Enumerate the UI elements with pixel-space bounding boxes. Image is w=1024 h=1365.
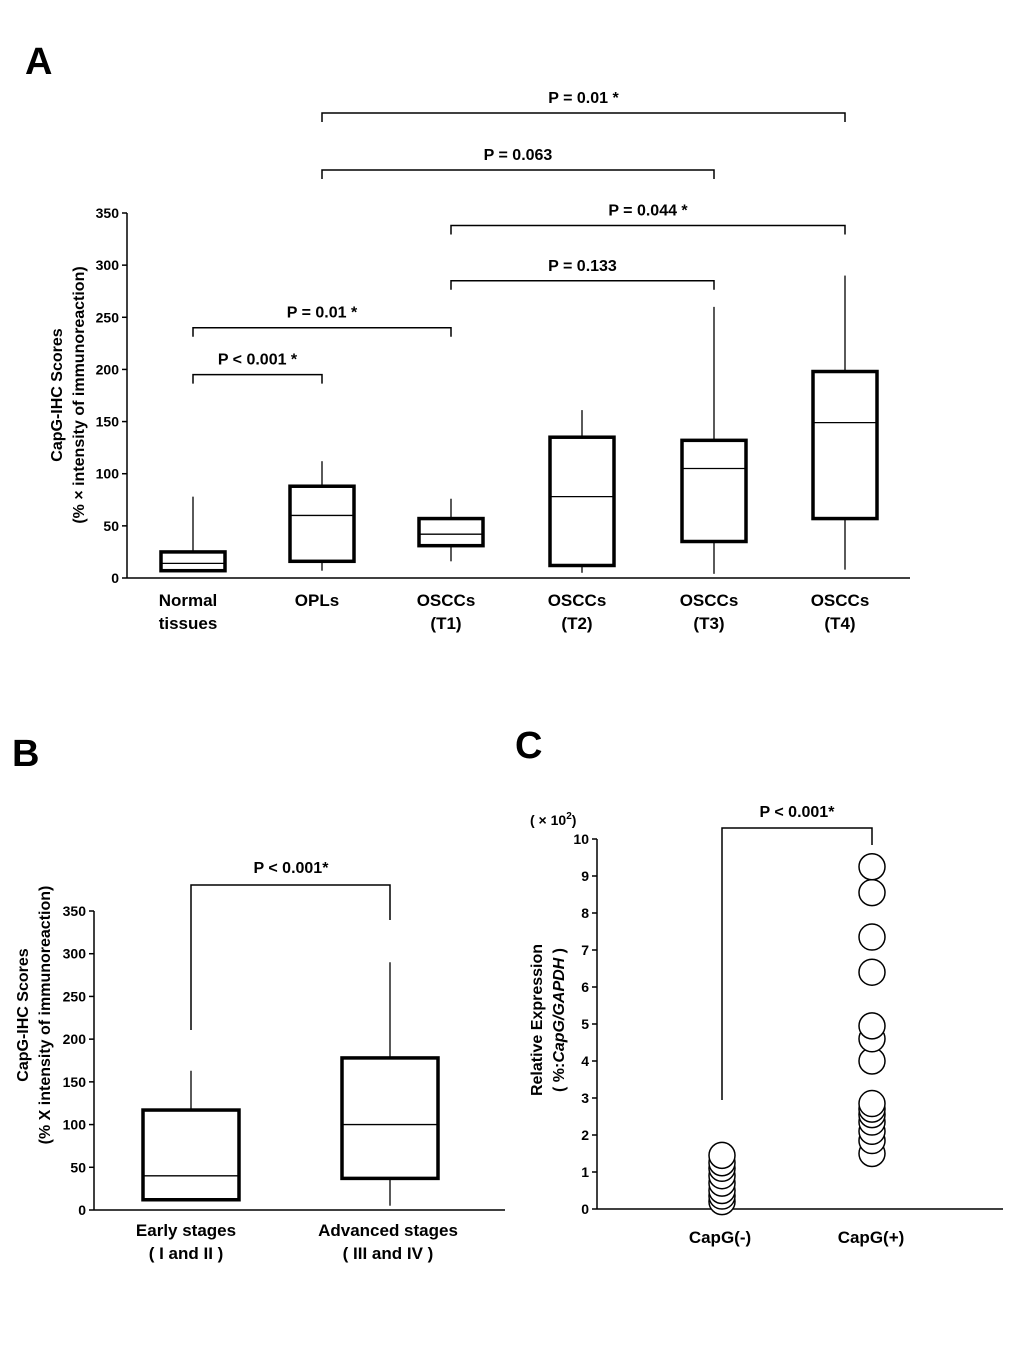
panel-c-ylabel-line2: ( %:CapG/GAPDH ) <box>551 948 568 1092</box>
panel-a-comparison-line <box>192 326 452 337</box>
panel-c-ylabel-line1: Relative Expression <box>529 944 546 1096</box>
panel-b-box <box>340 1056 440 1181</box>
panel-c-data-point <box>858 958 886 986</box>
panel-b-y-tick-label: 150 <box>63 1074 87 1090</box>
panel-b-y-tick-label: 100 <box>63 1117 87 1133</box>
panel-a-category-label: OSCCs <box>548 591 607 610</box>
panel-a-category-label: OSCCs <box>811 591 870 610</box>
panel-a-y-tick-label: 200 <box>96 361 120 377</box>
panel-b-boxplot: CapG-IHC Scores (% X intensity of immuno… <box>15 860 505 1263</box>
panel-a-box <box>417 516 485 548</box>
panel-c-y-tick-label: 7 <box>581 942 589 958</box>
panel-a-comparison-label: P = 0.01 * <box>548 90 619 107</box>
panel-b-category-label: Early stages <box>136 1221 236 1240</box>
panel-a-box <box>159 550 227 573</box>
panel-a-category-label: (T3) <box>693 614 724 633</box>
panel-b-y-tick-label: 50 <box>70 1159 86 1175</box>
panel-b-y-tick-label: 250 <box>63 988 87 1004</box>
panel-b-box <box>141 1108 241 1202</box>
panel-c-data-point <box>858 1012 886 1040</box>
panel-c-y-tick-label: 4 <box>581 1053 589 1069</box>
panel-b-y-axis-label: CapG-IHC Scores (% X intensity of immuno… <box>15 886 54 1145</box>
panel-b-letter: B <box>12 733 39 775</box>
panel-a-box <box>811 369 879 521</box>
panel-a-y-tick-label: 150 <box>96 414 120 430</box>
panel-a-boxplot: CapG-IHC Scores (% × intensity of immuno… <box>49 90 910 633</box>
panel-a-ylabel-line1: CapG-IHC Scores <box>49 328 66 461</box>
panel-a-y-axis-label: CapG-IHC Scores (% × intensity of immuno… <box>49 266 88 523</box>
panel-b-category-label: Advanced stages <box>318 1221 458 1240</box>
panel-c-category-label: CapG(+) <box>838 1228 905 1247</box>
panel-c-comparison-line <box>721 827 873 1100</box>
panel-c-y-tick-label: 3 <box>581 1090 589 1106</box>
panel-a-comparison-label: P = 0.133 <box>548 258 617 275</box>
panel-b-ylabel-line1: CapG-IHC Scores <box>15 948 32 1081</box>
panel-c-y-tick-label: 5 <box>581 1016 589 1032</box>
panel-c-y-tick-label: 6 <box>581 979 589 995</box>
panel-a-comparison-label: P < 0.001 * <box>218 352 298 369</box>
panel-c-data-point <box>858 853 886 881</box>
panel-c-y-tick-label: 8 <box>581 905 589 921</box>
panel-c-data-point <box>858 1089 886 1118</box>
panel-a-y-tick-label: 300 <box>96 257 120 273</box>
panel-a-ylabel-line2: (% × intensity of immunoreaction) <box>71 266 88 523</box>
panel-c-y-axis-label: Relative Expression ( %:CapG/GAPDH ) <box>529 944 568 1096</box>
panel-a-comparison-line <box>321 112 846 122</box>
panel-c-y-tick-label: 0 <box>581 1201 589 1217</box>
panel-c-data-point <box>708 1141 736 1170</box>
panel-a-box <box>680 438 748 544</box>
panel-a-comparison-label: P = 0.063 <box>484 147 553 164</box>
panel-b-category-label: ( I and II ) <box>149 1244 224 1263</box>
panel-b-comparison-label: P < 0.001* <box>254 860 330 877</box>
panel-b-y-tick-label: 200 <box>63 1031 87 1047</box>
panel-a-category-label: OSCCs <box>417 591 476 610</box>
panel-c-y-tick-label: 10 <box>573 831 589 847</box>
panel-c-data-point <box>858 878 886 907</box>
panel-a-category-label: Normal <box>159 591 218 610</box>
panel-c-multiplier: ( × 102) <box>530 811 576 828</box>
panel-a-category-label: (T2) <box>561 614 592 633</box>
panel-c-y-tick-label: 1 <box>581 1164 589 1180</box>
panel-b-y-tick-label: 300 <box>63 946 87 962</box>
panel-a-box <box>548 435 616 568</box>
panel-c-scatter: ( × 102) Relative Expression ( %:CapG/GA… <box>529 804 1003 1247</box>
panel-b-ylabel-line2: (% X intensity of immunoreaction) <box>37 886 54 1145</box>
panel-a-category-label: OSCCs <box>680 591 739 610</box>
panel-a-comparison-line <box>450 224 846 235</box>
panel-c-y-tick-label: 2 <box>581 1127 589 1143</box>
panel-b-y-tick-label: 0 <box>78 1202 86 1218</box>
panel-a-y-tick-label: 100 <box>96 466 120 482</box>
panel-c-y-tick-label: 9 <box>581 868 589 884</box>
panel-a-comparison-line <box>450 280 715 290</box>
panel-a-box <box>288 484 356 564</box>
panel-a-y-tick-label: 350 <box>96 205 120 221</box>
panel-b-comparison-line <box>190 884 391 1030</box>
panel-a-category-label: tissues <box>159 614 218 633</box>
panel-a-category-label: (T1) <box>430 614 461 633</box>
panel-a-comparison-line <box>192 373 323 384</box>
panel-a-letter: A <box>25 41 52 83</box>
panel-b-category-label: ( III and IV ) <box>343 1244 434 1263</box>
panel-a-y-tick-label: 0 <box>111 570 119 586</box>
panel-a-category-label: OPLs <box>295 591 339 610</box>
panel-c-category-label: CapG(-) <box>689 1228 751 1247</box>
panel-a-comparison-label: P = 0.044 * <box>608 203 688 220</box>
panel-a-comparison-label: P = 0.01 * <box>287 305 358 322</box>
panel-a-y-tick-label: 250 <box>96 309 120 325</box>
panel-c-letter: C <box>515 725 542 767</box>
panel-a-category-label: (T4) <box>824 614 855 633</box>
panel-a-y-tick-label: 50 <box>103 518 119 534</box>
panel-c-comparison-label: P < 0.001* <box>760 804 836 821</box>
panel-a-comparison-line <box>321 169 715 179</box>
panel-b-y-tick-label: 350 <box>63 903 87 919</box>
panel-c-data-point <box>858 923 886 951</box>
